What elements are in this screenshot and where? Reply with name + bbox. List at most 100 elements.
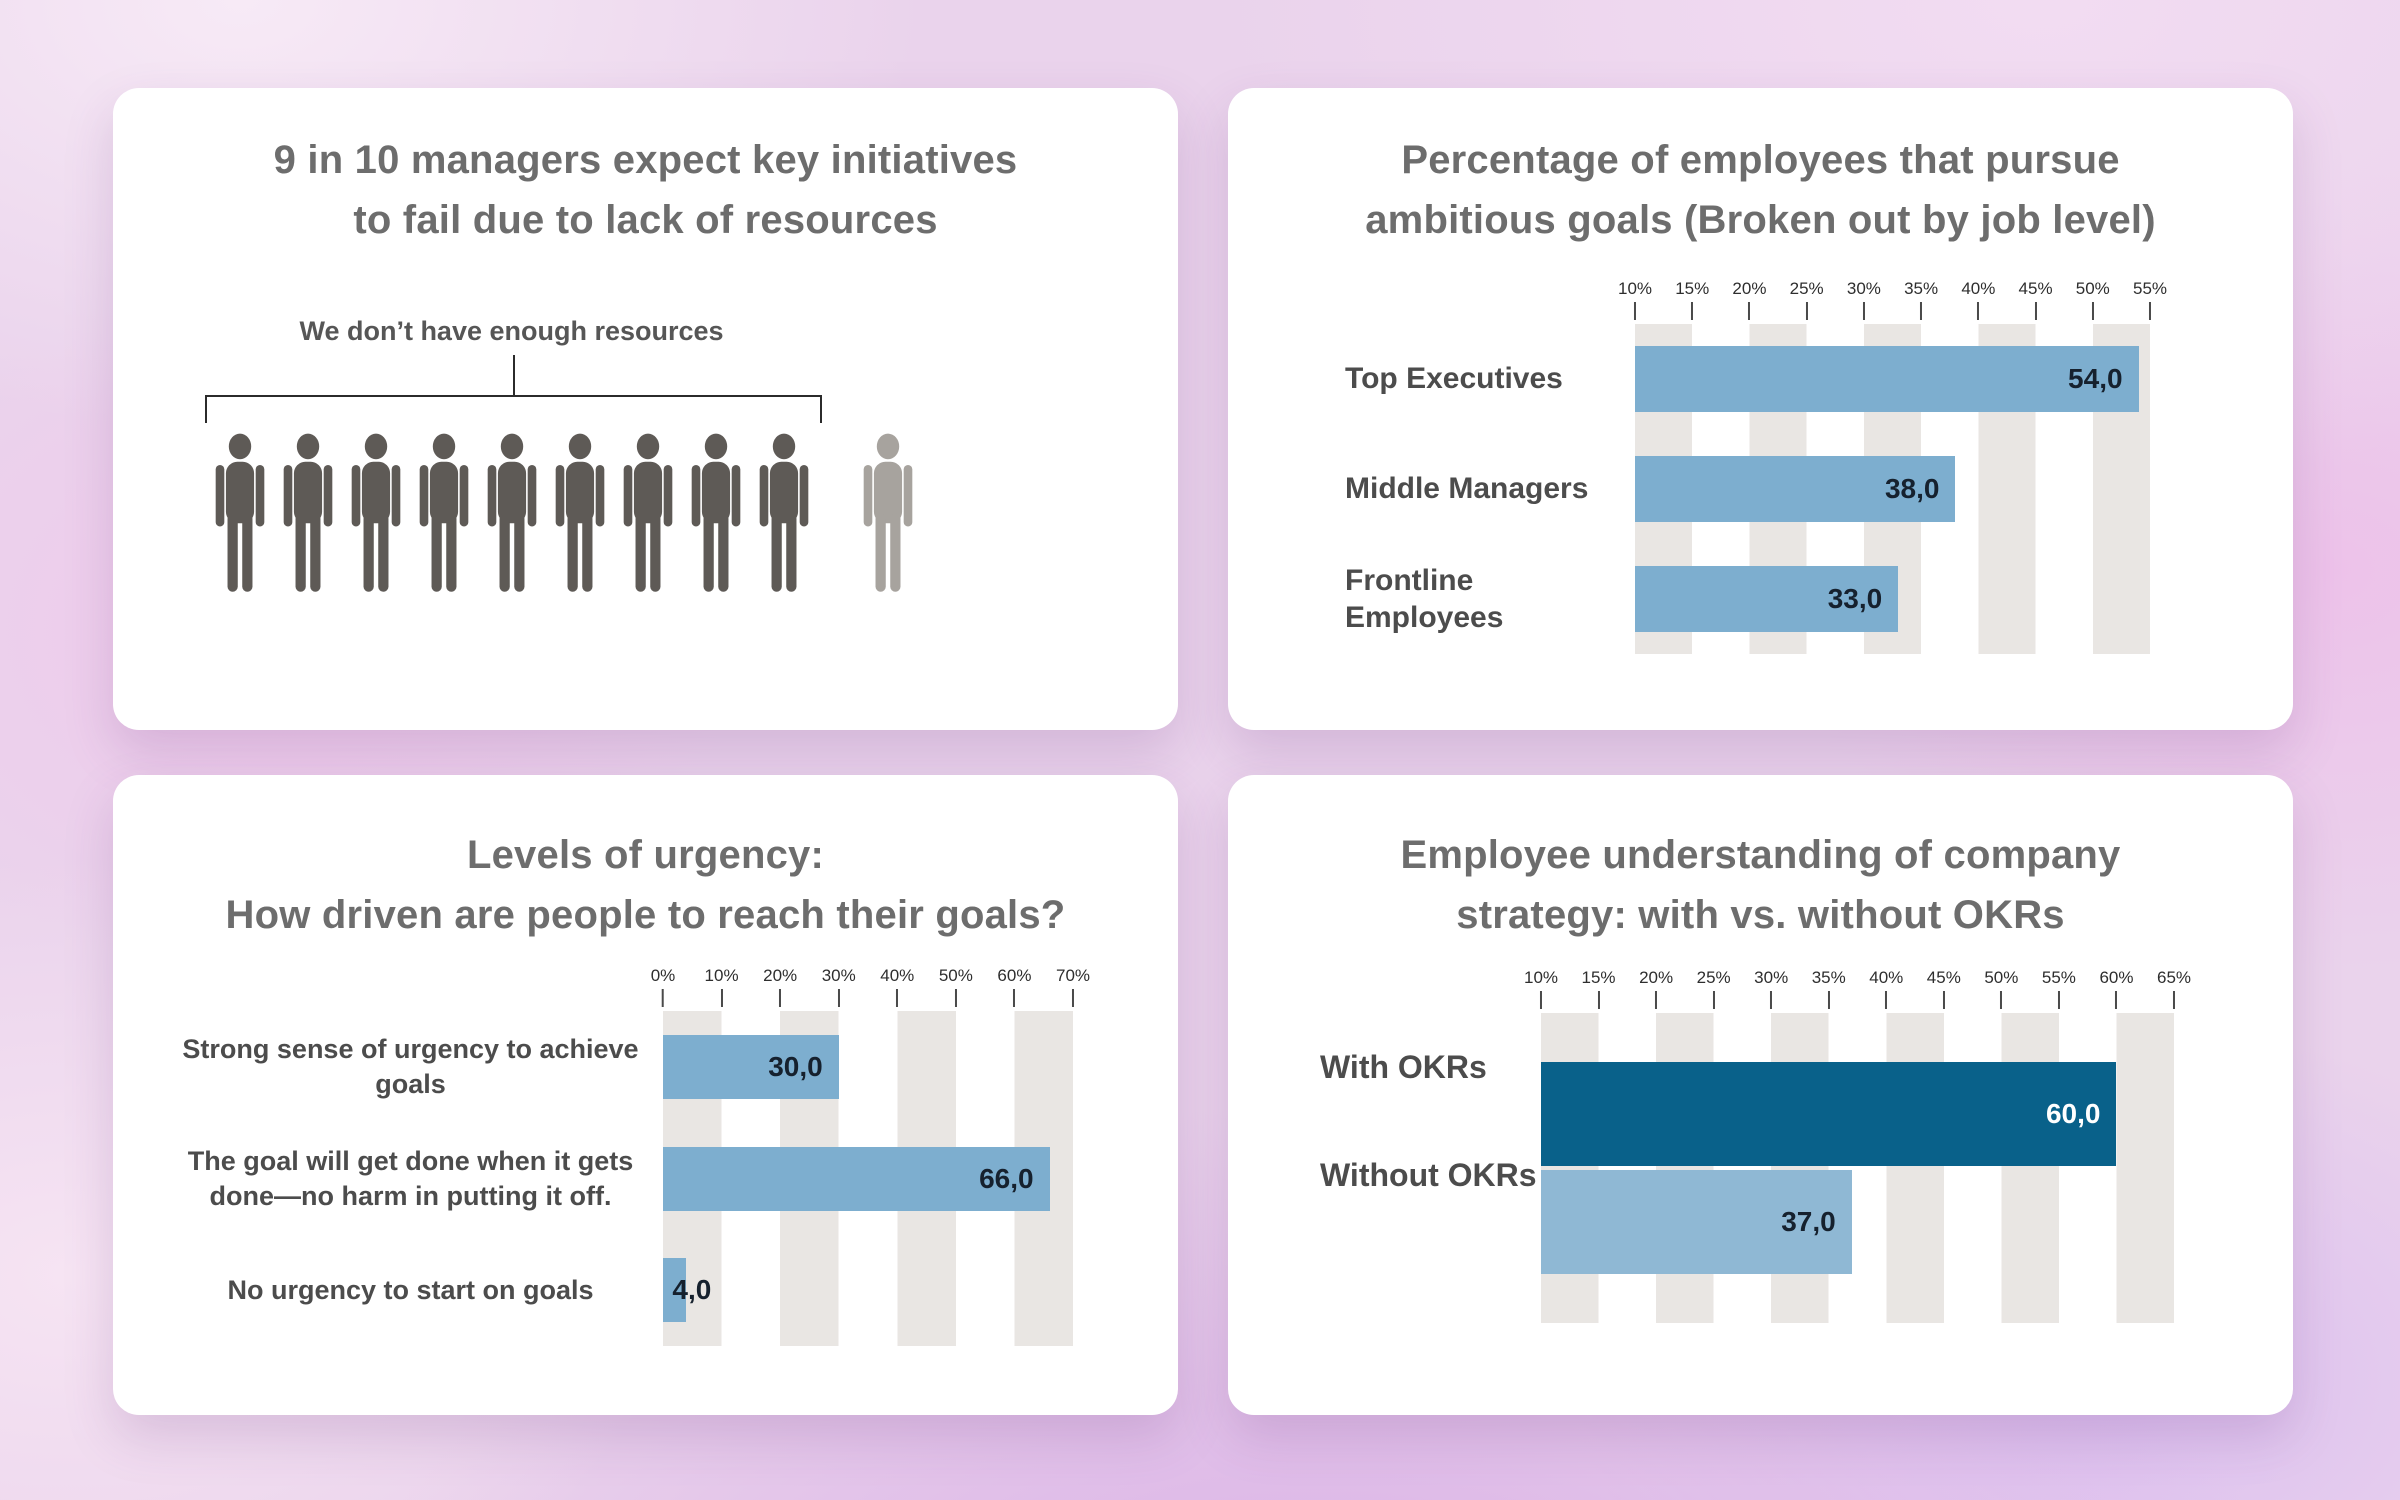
category-label: Middle Managers (1345, 434, 1635, 544)
axis-tick-label: 45% (1926, 968, 1961, 987)
bar: 33,0 (1635, 566, 1899, 632)
axis-tick: 40% (1869, 968, 1903, 1009)
bar-value-label: 30,0 (768, 1050, 823, 1082)
axis-ticks: 10% 15% 20% 25% 30% 35% 40% 45% 50% 55% (1618, 276, 2167, 320)
axis-tick-label: 25% (1789, 279, 1824, 298)
axis-tick-mark (1540, 991, 1542, 1009)
axis-tick-label: 35% (1904, 279, 1939, 298)
person-icon (856, 428, 920, 598)
person-icon (276, 428, 340, 598)
axis-tick-mark (1748, 302, 1751, 320)
axis-tick-mark (1942, 991, 1945, 1009)
title-line: How driven are people to reach their goa… (225, 893, 1066, 937)
bar: 60,0 (1541, 1062, 2117, 1166)
axis-tick-mark (1655, 991, 1658, 1009)
card-title: Employee understanding of company strate… (1268, 825, 2253, 945)
category-label: Without OKRs (1320, 1121, 1541, 1229)
axis-tick: 10% (1618, 279, 1652, 320)
axis-tick: 45% (1927, 968, 1961, 1009)
category-labels: Strong sense of urgency to achieve goals… (158, 963, 663, 1347)
plot-column: 10% 15% 20% 25% 30% 35% 40% 45% 50% 55% 54,0 38,0 3… (1618, 276, 2167, 654)
axis-tick-mark (1597, 991, 1600, 1009)
bar: 38,0 (1635, 456, 1956, 522)
axis-tick-mark (2115, 991, 2118, 1009)
bar-chart-urgency: Strong sense of urgency to achieve goals… (158, 963, 1178, 1347)
bar: 66,0 (663, 1146, 1050, 1211)
axis-tick-label: 30% (1846, 279, 1881, 298)
person-icon (412, 428, 476, 598)
plot-area: 54,0 38,0 33,0 (1635, 324, 2150, 654)
axis-tick-mark (2173, 991, 2175, 1009)
title-line: strategy: with vs. without OKRs (1456, 893, 2065, 937)
axis-tick-mark (1691, 302, 1694, 320)
axis-tick-label: 10% (1617, 279, 1653, 298)
category-label: Frontline Employees (1345, 544, 1635, 654)
axis-tick-label: 20% (763, 966, 798, 985)
axis-tick-label: 15% (1581, 968, 1616, 987)
bracket-label: We don’t have enough resources (299, 316, 724, 346)
axis-tick: 50% (1984, 968, 2018, 1009)
axis-tick-mark (2149, 302, 2151, 320)
axis-tick-label: 10% (1523, 968, 1559, 987)
category-label-text: The goal will get done when it gets done… (187, 1145, 634, 1211)
axis-tick-label: 65% (2156, 968, 2192, 987)
axis-tick-mark (2034, 302, 2037, 320)
axis-tick-mark (2057, 991, 2060, 1009)
bar: 37,0 (1541, 1170, 1852, 1274)
axis-tick: 55% (2042, 968, 2076, 1009)
axis-tick-mark (1920, 302, 1923, 320)
title-line: 9 in 10 managers expect key initiatives (273, 138, 1018, 182)
plot-column: 10% 15% 20% 25% 30% 35% 40% 45% 50% 55% 60% 65% 60,… (1524, 965, 2191, 1323)
axis-tick: 45% (2019, 279, 2053, 320)
axis-tick: 15% (1582, 968, 1616, 1009)
axis-tick-label: 70% (1055, 966, 1091, 985)
bar: 54,0 (1635, 346, 2139, 412)
axis-tick: 10% (705, 966, 739, 1007)
axis-tick: 60% (2099, 968, 2133, 1009)
bar-row: 38,0 (1635, 434, 2150, 544)
category-label: Strong sense of urgency to achieve goals (158, 1011, 663, 1123)
bar-value-label: 38,0 (1884, 473, 1940, 504)
axis-tick-label: 50% (938, 966, 973, 985)
category-labels: Top Executives Middle Managers Frontline E… (1345, 276, 1635, 654)
bar-row: 66,0 (663, 1123, 1073, 1235)
axis-tick-label: 40% (880, 966, 915, 985)
axis-tick-label: 15% (1675, 279, 1710, 298)
axis-tick: 20% (1732, 279, 1766, 320)
bar-row: 37,0 (1541, 1168, 2174, 1276)
person-icon (752, 428, 816, 598)
bar-value-label: 33,0 (1827, 583, 1883, 614)
axis-tick: 40% (880, 966, 914, 1007)
axis-tick: 25% (1790, 279, 1824, 320)
axis-tick: 55% (2133, 279, 2167, 320)
title-line: ambitious goals (Broken out by job level… (1365, 198, 2156, 242)
axis-tick: 25% (1697, 968, 1731, 1009)
bar-chart-okr: With OKRs Without OKRs 10% 15% 20% 25% 30% 35%… (1320, 965, 2293, 1323)
bracket-stem (512, 355, 515, 395)
plot-column: 0% 10% 20% 30% 40% 50% 60% 70% 30,0 66,0 4,0 (651, 963, 1090, 1347)
category-label-text: Without OKRs (1320, 1157, 1537, 1193)
bar-value-label: 60,0 (2045, 1098, 2101, 1129)
axis-tick: 0% (650, 966, 676, 1007)
axis-tick-mark (1885, 991, 1888, 1009)
bar (663, 1258, 687, 1323)
axis-tick-mark (837, 989, 840, 1007)
axis-tick: 30% (1847, 279, 1881, 320)
plot-area: 30,0 66,0 4,0 (663, 1011, 1073, 1346)
bar-row: 54,0 (1635, 324, 2150, 434)
axis-tick: 35% (1904, 279, 1938, 320)
person-icon (548, 428, 612, 598)
axis-tick-label: 40% (1869, 968, 1904, 987)
plot-area: 60,0 37,0 (1541, 1013, 2174, 1323)
axis-tick: 40% (1961, 279, 1995, 320)
axis-tick-mark (661, 989, 664, 1007)
axis-tick-label: 10% (704, 966, 739, 985)
title-line: Levels of urgency: (466, 833, 825, 877)
category-label-text: Middle Managers (1345, 472, 1589, 506)
axis-tick-mark (1805, 302, 1808, 320)
person-icon (208, 428, 272, 598)
axis-tick-mark (954, 989, 957, 1007)
axis-tick: 65% (2157, 968, 2191, 1009)
axis-tick-mark (720, 989, 723, 1007)
axis-tick-label: 0% (650, 966, 676, 985)
